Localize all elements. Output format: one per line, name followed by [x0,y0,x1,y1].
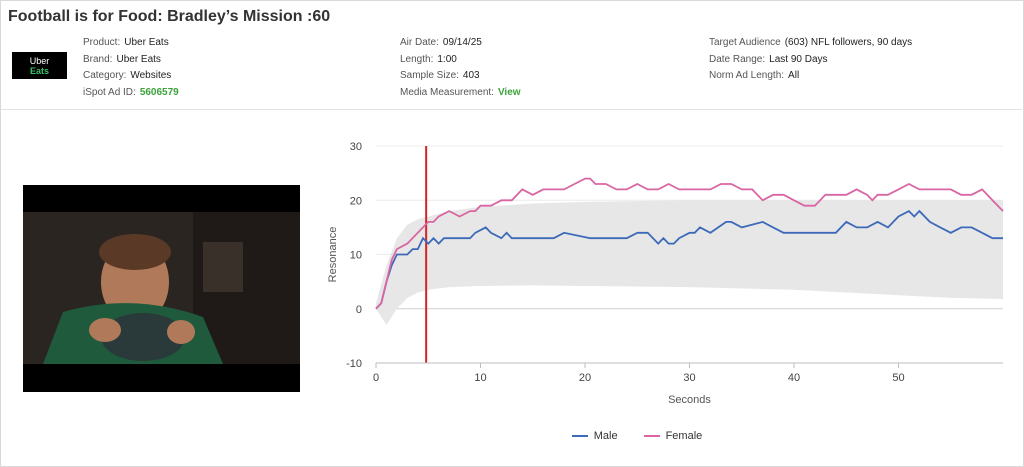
meta-column-2: Air Date: 09/14/25 Length: 1:00 Sample Siz… [400,35,521,101]
legend-item-female[interactable]: Female [643,430,703,442]
logo-line-2: Eats [29,65,49,76]
meta-key: Norm Ad Length: [709,70,785,81]
series-line-female [375,177,1004,310]
meta-key: Air Date: [400,37,439,48]
x-tick-label: 10 [474,372,486,384]
meta-value: Last 90 Days [769,53,828,65]
meta-row-target-audience: Target Audience (603) NFL followers, 90 d… [709,35,912,52]
chart-legend: Male Female [0,430,1024,442]
meta-value: Uber Eats [124,37,169,48]
legend-label-female: Female [665,430,703,442]
resonance-line-chart: -10 0 10 20 30 0 10 20 30 40 50 Resonance Seconds [327,141,1004,406]
x-tick-label: 20 [579,372,591,384]
header-divider [1,109,1022,110]
legend-swatch-female [643,435,660,437]
meta-key: Target Audience [709,37,781,48]
meta-value: (603) NFL followers, 90 days [784,37,913,48]
meta-row-media-measurement: Media Measurement: View [400,85,521,102]
meta-key: Date Range: [709,53,766,65]
meta-row-brand: Brand: Uber Eats [83,52,179,69]
meta-column-1: Product: Uber Eats Brand: Uber Eats Catego… [83,35,179,101]
legend-label-male: Male [593,430,618,442]
y-tick-label: 10 [350,250,362,262]
ad-id-link[interactable]: 5606579 [139,86,179,98]
x-tick-label: 30 [683,372,695,384]
x-axis-label: Seconds [668,394,711,406]
video-thumbnail[interactable] [23,185,300,392]
meta-key: Length: [400,53,434,65]
meta-key: Product: [83,37,121,48]
media-measurement-view-link[interactable]: View [497,86,521,98]
series-line-male [375,209,1003,310]
meta-value: 403 [462,70,480,81]
video-frame-image [23,212,300,364]
meta-value: All [788,70,800,81]
meta-key: Sample Size: [400,70,459,81]
meta-row-category: Category: Websites [83,68,179,85]
meta-row-product: Product: Uber Eats [83,35,179,52]
meta-row-date-range: Date Range: Last 90 Days [709,52,912,69]
video-still-illustration [23,212,300,364]
meta-key: Brand: [83,53,113,65]
logo-line-1: Uber [29,55,50,66]
meta-value: Websites [130,70,172,81]
meta-key: Media Measurement: [400,86,494,98]
meta-key: iSpot Ad ID: [83,86,136,98]
legend-swatch-male [571,435,588,437]
y-tick-label: -10 [346,358,362,370]
meta-row-norm-ad-length: Norm Ad Length: All [709,68,912,85]
meta-row-sample-size: Sample Size: 403 [400,68,521,85]
meta-value: 09/14/25 [442,37,482,48]
x-tick-label: 50 [892,372,904,384]
brand-logo: Uber Eats [12,52,67,79]
norm-band [376,200,1003,325]
y-axis-ticks: -10 0 10 20 30 [346,141,362,370]
meta-row-air-date: Air Date: 09/14/25 [400,35,521,52]
legend-item-male[interactable]: Male [571,430,618,442]
meta-row-length: Length: 1:00 [400,52,521,69]
meta-column-3: Target Audience (603) NFL followers, 90 d… [709,35,912,85]
x-tick-label: 40 [788,372,800,384]
y-tick-label: 20 [350,195,362,207]
y-tick-label: 0 [356,304,362,316]
meta-key: Category: [83,70,127,81]
x-tick-label: 0 [373,372,379,384]
meta-row-ad-id: iSpot Ad ID: 5606579 [83,85,179,102]
x-axis-ticks: 0 10 20 30 40 50 [373,362,1003,384]
ad-title: Football is for Food: Bradley’s Mission … [8,8,331,25]
y-tick-label: 30 [350,141,362,153]
meta-value: 1:00 [437,53,457,65]
meta-value: Uber Eats [116,53,161,65]
y-axis-label: Resonance [327,227,339,283]
